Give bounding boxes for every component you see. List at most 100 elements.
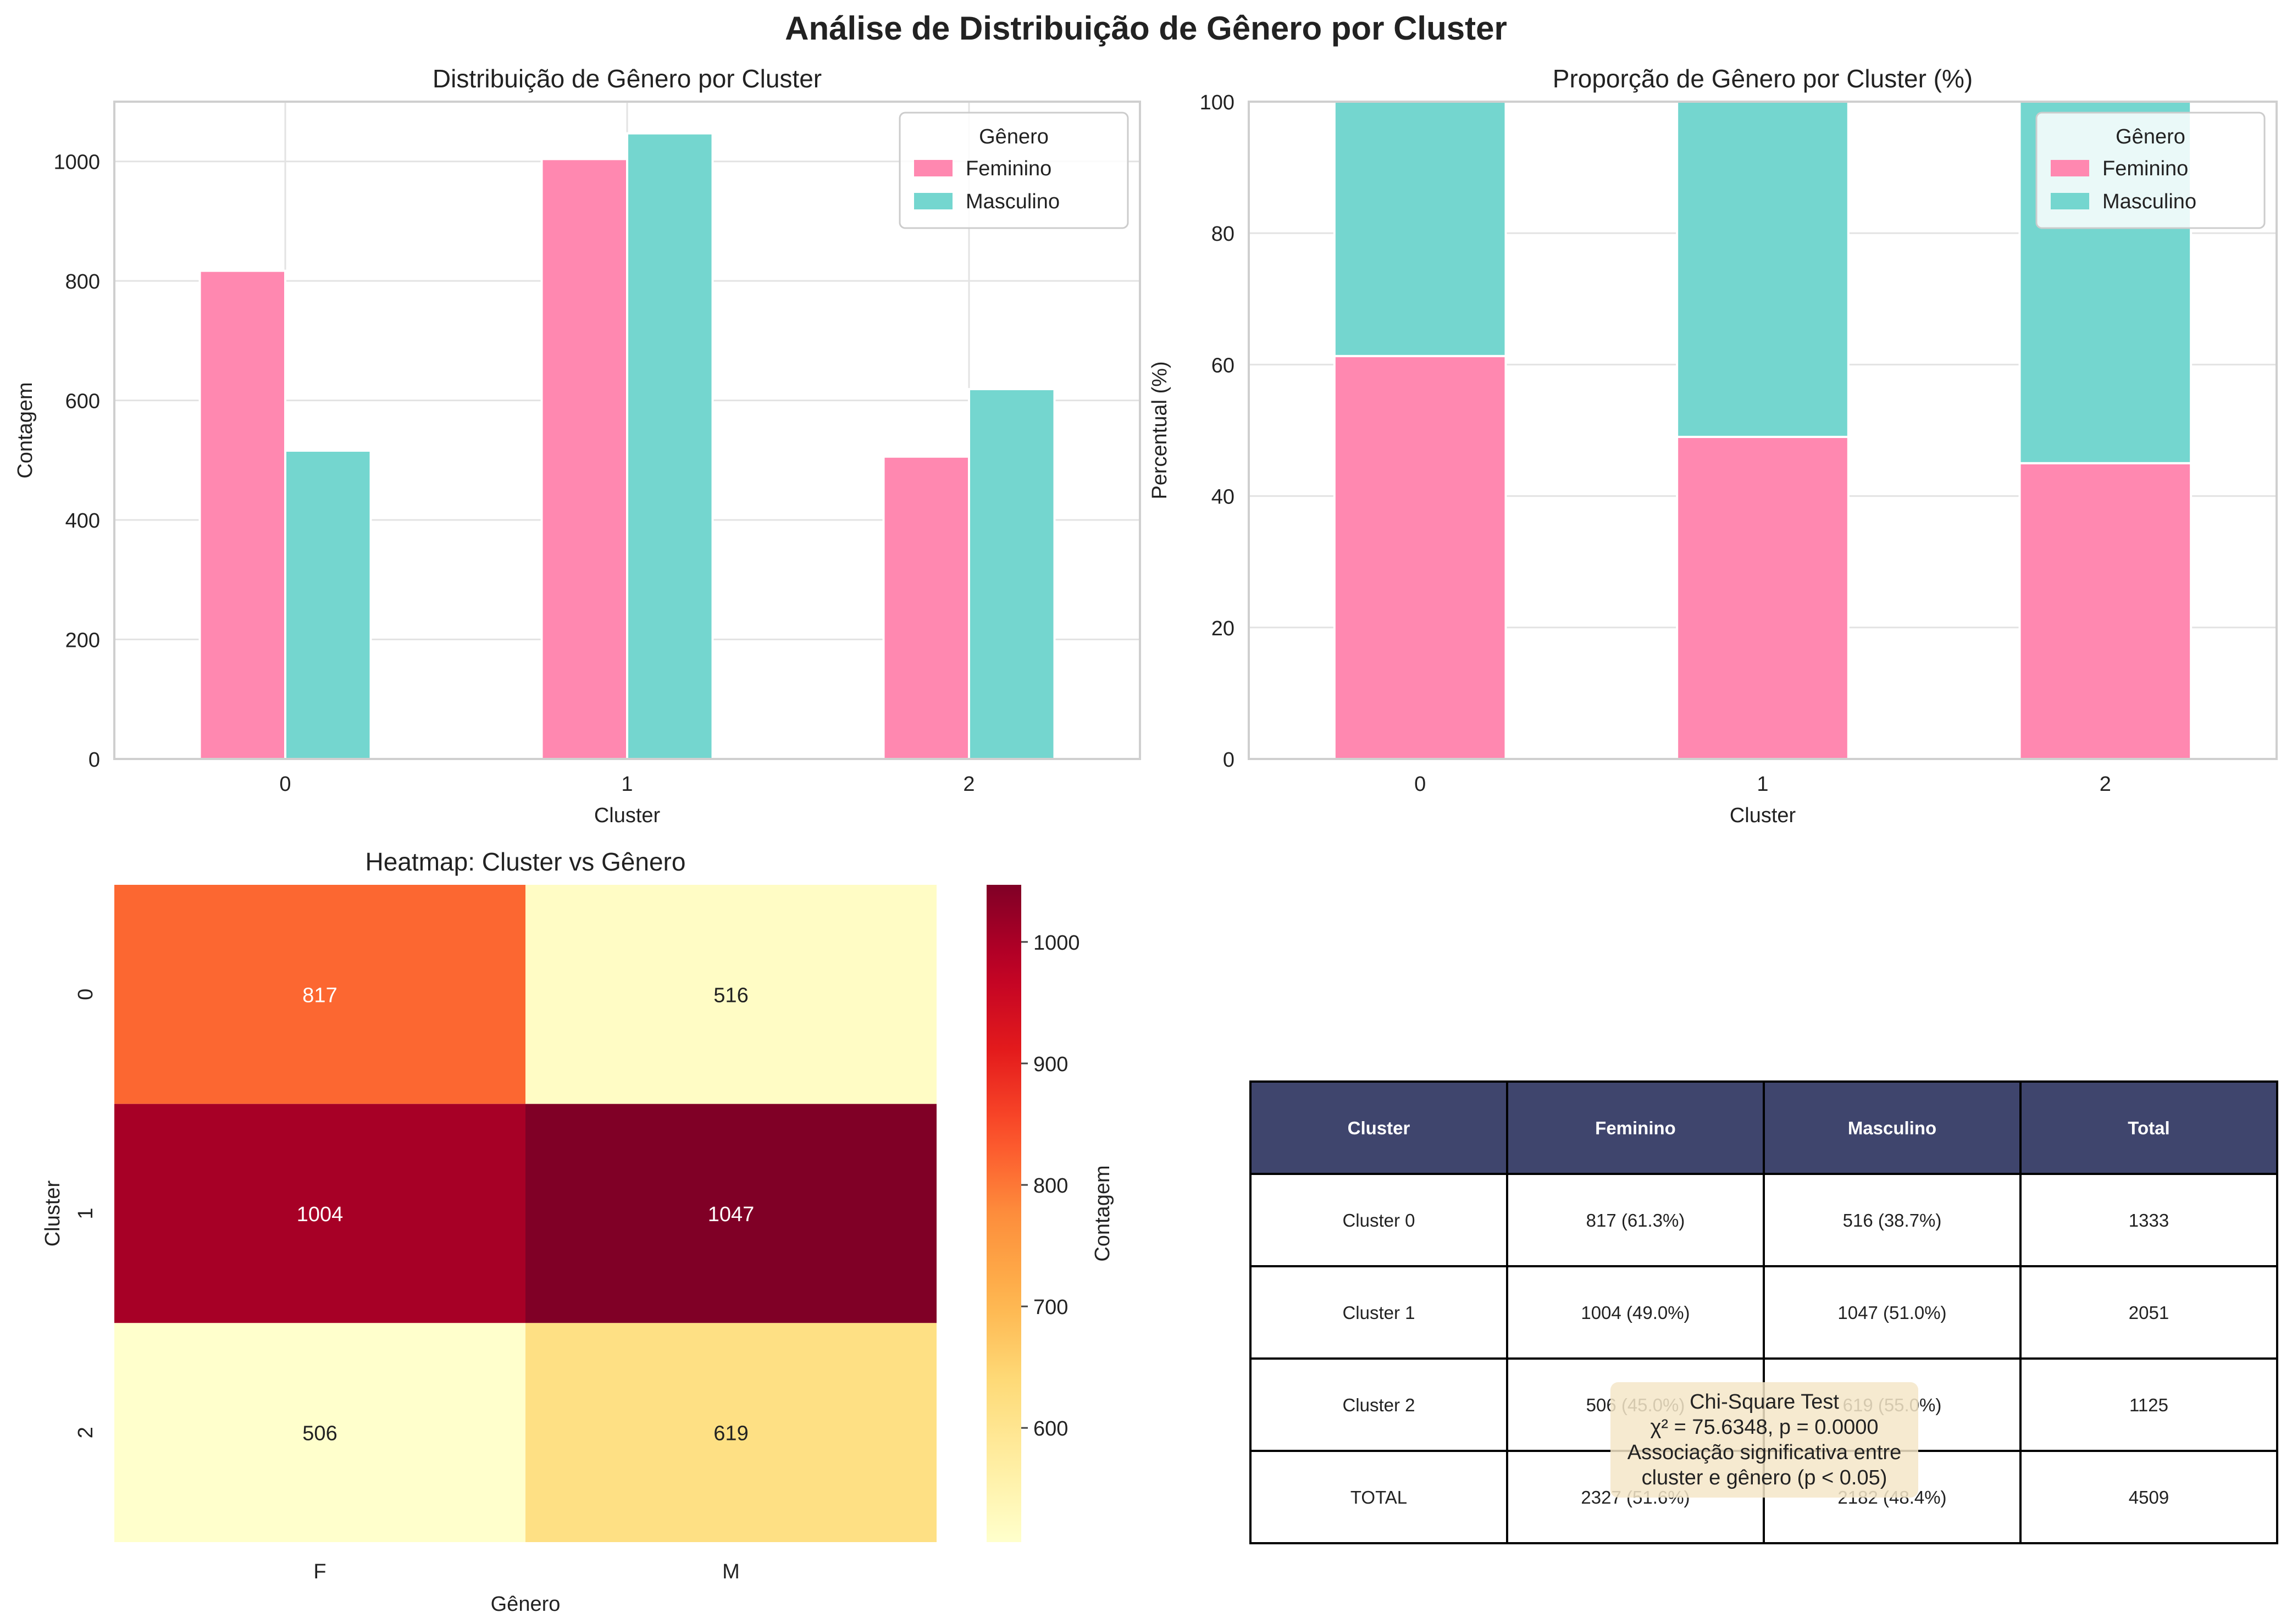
table-cell-label: 1004 (49.0%) (1581, 1302, 1690, 1323)
heatmap-cell-1-F (114, 1104, 525, 1323)
x-axis-label: Cluster (1730, 804, 1796, 827)
table-header-label: Total (2128, 1118, 2169, 1138)
summary-table: Cluster Feminino Masculino Total Cluster 0 81… (1249, 1080, 2278, 1544)
table-header-label: Masculino (1848, 1118, 1936, 1138)
heatmap-cell-0-M (525, 885, 937, 1104)
table-header-label: Cluster (1348, 1118, 1410, 1138)
y-axis-label: Percentual (%) (1148, 361, 1171, 499)
legend-title: Gênero (979, 125, 1049, 148)
x-tick-label: 1 (621, 773, 633, 796)
y-axis-label: Contagem (14, 382, 37, 478)
y-tick-label: 0 (74, 989, 97, 1000)
table-cell (1249, 1450, 1508, 1544)
y-tick-label: 2 (74, 1427, 97, 1438)
heatmap-cell-2-M (525, 1323, 937, 1542)
table-header-cell (1763, 1080, 2022, 1175)
heatmap-cell-label: 506 (302, 1422, 337, 1445)
y-tick-label: 400 (65, 509, 100, 533)
bar-feminino-cluster-2 (2018, 462, 2193, 760)
table-cell-label: TOTAL (1350, 1487, 1407, 1507)
legend-label-feminino: Feminino (2102, 157, 2188, 180)
colorbar-tick-label: 800 (1033, 1174, 1068, 1198)
colorbar-tick-label: 1000 (1033, 932, 1080, 955)
heatmap-cell-label: 516 (713, 984, 748, 1007)
legend-label-feminino: Feminino (966, 157, 1051, 180)
y-axis-label: Cluster (41, 1180, 64, 1246)
bar-masculino-cluster-2 (968, 387, 1056, 760)
x-tick-label: 1 (1757, 773, 1768, 796)
bar-feminino-cluster-1 (1676, 435, 1850, 760)
table-cell (1506, 1173, 1765, 1267)
y-tick-label: 1000 (53, 151, 100, 174)
y-tick-label: 60 (1211, 354, 1234, 377)
y-tick-label: 200 (65, 629, 100, 652)
table-cell (2019, 1265, 2278, 1360)
table-cell (2019, 1450, 2278, 1544)
bar-masculino-cluster-0 (284, 449, 372, 760)
heatmap-cell-0-F (114, 885, 525, 1104)
legend-title: Gênero (2116, 125, 2185, 148)
table-cell-label: Cluster 0 (1342, 1210, 1415, 1231)
table-header-cell (1249, 1080, 1508, 1175)
chi-square-annotation-box (1610, 1382, 1918, 1498)
y-tick-label: 600 (65, 390, 100, 413)
table-header-cell (1506, 1080, 1765, 1175)
bar-feminino-cluster-0 (198, 269, 286, 760)
heatmap-cell-label: 817 (302, 984, 337, 1007)
y-tick-label: 800 (65, 270, 100, 293)
table-cell (1249, 1173, 1508, 1267)
cluster-gender-heatmap: 817 516 1004 1047 506 619 F M 0 1 2 Heatmap: Cluste… (41, 847, 1114, 1616)
table-header-cell (2019, 1080, 2278, 1175)
colorbar-tick-label: 900 (1033, 1053, 1068, 1076)
bar-masculino-cluster-1 (626, 132, 714, 760)
chi-square-annotation-line: Chi-Square Test (1690, 1390, 1839, 1414)
table-cell-label: 1125 (2129, 1395, 2168, 1415)
table-cell-label: 1333 (2129, 1210, 2169, 1231)
table-cell (2019, 1173, 2278, 1267)
heatmap-cell-2-F (114, 1323, 525, 1542)
chi-square-annotation-line: Associação significativa entre (1627, 1441, 1901, 1464)
chi-square-annotation-line: χ² = 75.6348, p = 0.0000 (1650, 1416, 1878, 1439)
chart-title: Distribuição de Gênero por Cluster (433, 64, 822, 93)
heatmap-cell-label: 1004 (297, 1203, 344, 1226)
colorbar-tick-label: 600 (1033, 1417, 1068, 1440)
table-cell (1249, 1265, 1508, 1360)
x-tick-label: 0 (279, 773, 291, 796)
axes-frame (1248, 101, 2278, 760)
bar-feminino-cluster-0 (1333, 354, 1507, 760)
legend-swatch-masculino (914, 193, 953, 209)
colorbar (987, 885, 1021, 1542)
x-axis-label: Cluster (594, 804, 661, 827)
legend-label-masculino: Masculino (2102, 190, 2196, 213)
table-cell (1506, 1265, 1765, 1360)
table-cell-label: 817 (61.3%) (1586, 1210, 1685, 1231)
y-tick-label: 1 (74, 1207, 97, 1219)
x-tick-label: F (313, 1560, 326, 1583)
y-tick-label: 100 (1200, 91, 1234, 114)
table-cell-label: 516 (38.7%) (1843, 1210, 1942, 1231)
x-tick-label: 2 (2100, 773, 2111, 796)
heatmap-cell-1-M (525, 1104, 937, 1323)
percent-stacked-bar-chart: 0 20 40 60 80 100 0 1 2 Proporção de Gênero por C… (1148, 64, 2278, 827)
y-tick-label: 80 (1211, 223, 1234, 246)
figure-title: Análise de Distribuição de Gênero por Cl… (785, 10, 1507, 47)
chart-title: Proporção de Gênero por Cluster (%) (1553, 64, 1973, 93)
table-cell-label: 2051 (2129, 1302, 2169, 1323)
bar-feminino-cluster-2 (882, 455, 970, 760)
legend-swatch-feminino (2051, 160, 2089, 176)
x-tick-label: 0 (1414, 773, 1426, 796)
y-tick-label: 0 (88, 749, 100, 772)
count-bar-chart: 0 200 400 600 800 1000 0 1 2 Distribuição de Gêne… (14, 64, 1141, 827)
bar-feminino-cluster-1 (540, 158, 628, 760)
legend-box (899, 112, 1129, 229)
table-cell-label: Cluster 2 (1342, 1395, 1415, 1415)
x-tick-label: M (722, 1560, 740, 1583)
table-cell-label: Cluster 1 (1342, 1302, 1415, 1323)
colorbar-tick-label: 700 (1033, 1296, 1068, 1319)
table-cell-label: 4509 (2129, 1487, 2169, 1507)
heatmap-cell-label: 619 (713, 1422, 748, 1445)
x-axis-label: Gênero (491, 1593, 561, 1616)
legend-swatch-masculino (2051, 193, 2089, 209)
table-cell (1763, 1265, 2022, 1360)
y-tick-label: 40 (1211, 486, 1234, 509)
